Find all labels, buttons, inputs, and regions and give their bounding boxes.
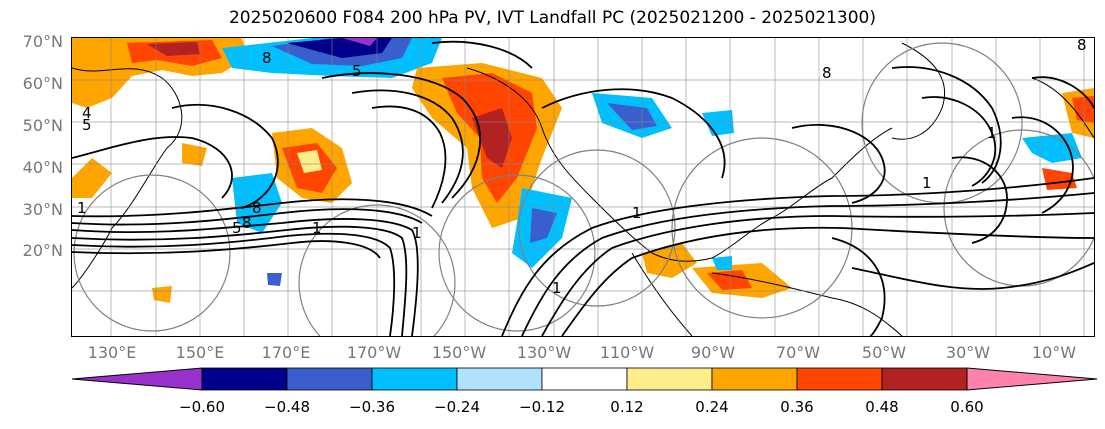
lon-label: 30°W	[945, 343, 991, 362]
colorbar-tick-label: −0.12	[519, 398, 565, 416]
lon-label: 90°W	[690, 343, 736, 362]
colorbar-swatch	[626, 367, 713, 391]
colorbar-tick-label: −0.36	[349, 398, 395, 416]
contour-label: 1	[312, 219, 322, 237]
colorbar-swatch	[371, 367, 458, 391]
ivt-contours	[72, 40, 1094, 336]
contour-label: 8	[252, 199, 262, 217]
colorbar-tick-label: −0.60	[179, 398, 225, 416]
colorbar-swatch	[201, 367, 288, 391]
contour-label: 8	[1077, 38, 1087, 54]
colorbar-swatch	[881, 367, 968, 391]
colorbar-tick-label: −0.24	[434, 398, 480, 416]
colorbar-tick-label: 0.12	[610, 398, 644, 416]
lon-label: 130°E	[87, 343, 137, 362]
colorbar	[71, 367, 1098, 391]
contour-label: 5	[82, 116, 92, 134]
contour-label: 8	[262, 49, 272, 67]
contour-label: 4	[82, 104, 92, 122]
lat-label: 40°N	[22, 158, 63, 177]
lat-label: 70°N	[22, 32, 63, 51]
colorbar-swatch	[541, 367, 628, 391]
lon-label: 170°E	[261, 343, 311, 362]
colorbar-swatch	[796, 367, 883, 391]
contour-label: 1	[412, 224, 422, 242]
lon-label: 50°W	[861, 343, 907, 362]
colorbar-extend-low	[71, 367, 203, 391]
contour-label: 1	[632, 204, 642, 222]
colorbar-tick-label: 0.60	[950, 398, 984, 416]
figure-title: 2025020600 F084 200 hPa PV, IVT Landfall…	[228, 8, 876, 28]
contour-label: 5	[232, 219, 242, 237]
contour-label: 1	[77, 199, 87, 217]
lon-label: 150°W	[431, 343, 487, 362]
lat-label: 20°N	[22, 241, 63, 260]
contour-label: 8	[242, 214, 252, 232]
contour-label: 5	[352, 62, 362, 80]
graticule	[72, 38, 1094, 336]
pv-anomaly-fills	[72, 38, 1094, 303]
colorbar-tick-label: 0.36	[780, 398, 814, 416]
colorbar-tick-label: 0.48	[865, 398, 899, 416]
colorbar-swatches	[71, 367, 1098, 391]
colorbar-swatch	[456, 367, 543, 391]
map-panel: 4 5 8 5 8 1 8 1 8 1 1 1 1 8 1 5	[71, 37, 1095, 337]
lat-label: 60°N	[22, 74, 63, 93]
colorbar-tick-label: 0.24	[695, 398, 729, 416]
colorbar-tick-label: −0.48	[264, 398, 310, 416]
coastlines	[72, 42, 1094, 336]
colorbar-swatch	[286, 367, 373, 391]
lon-label: 70°W	[775, 343, 821, 362]
contour-label: 8	[822, 64, 832, 82]
lon-label: 10°W	[1031, 343, 1077, 362]
contour-label: 1	[552, 279, 562, 297]
colorbar-extend-high	[966, 367, 1098, 391]
lat-label: 30°N	[22, 200, 63, 219]
map-plot: 4 5 8 5 8 1 8 1 8 1 1 1 1 8 1 5	[72, 38, 1094, 336]
lon-label: 130°W	[516, 343, 572, 362]
contour-label: 1	[922, 174, 932, 192]
lon-label: 170°W	[346, 343, 402, 362]
contour-labels: 4 5 8 5 8 1 8 1 8 1 1 1 1 8 1 5	[77, 38, 1087, 297]
colorbar-swatch	[711, 367, 798, 391]
contour-label: 1	[987, 124, 997, 142]
lon-label: 150°E	[175, 343, 225, 362]
lat-label: 50°N	[22, 116, 63, 135]
lon-label: 110°W	[599, 343, 655, 362]
